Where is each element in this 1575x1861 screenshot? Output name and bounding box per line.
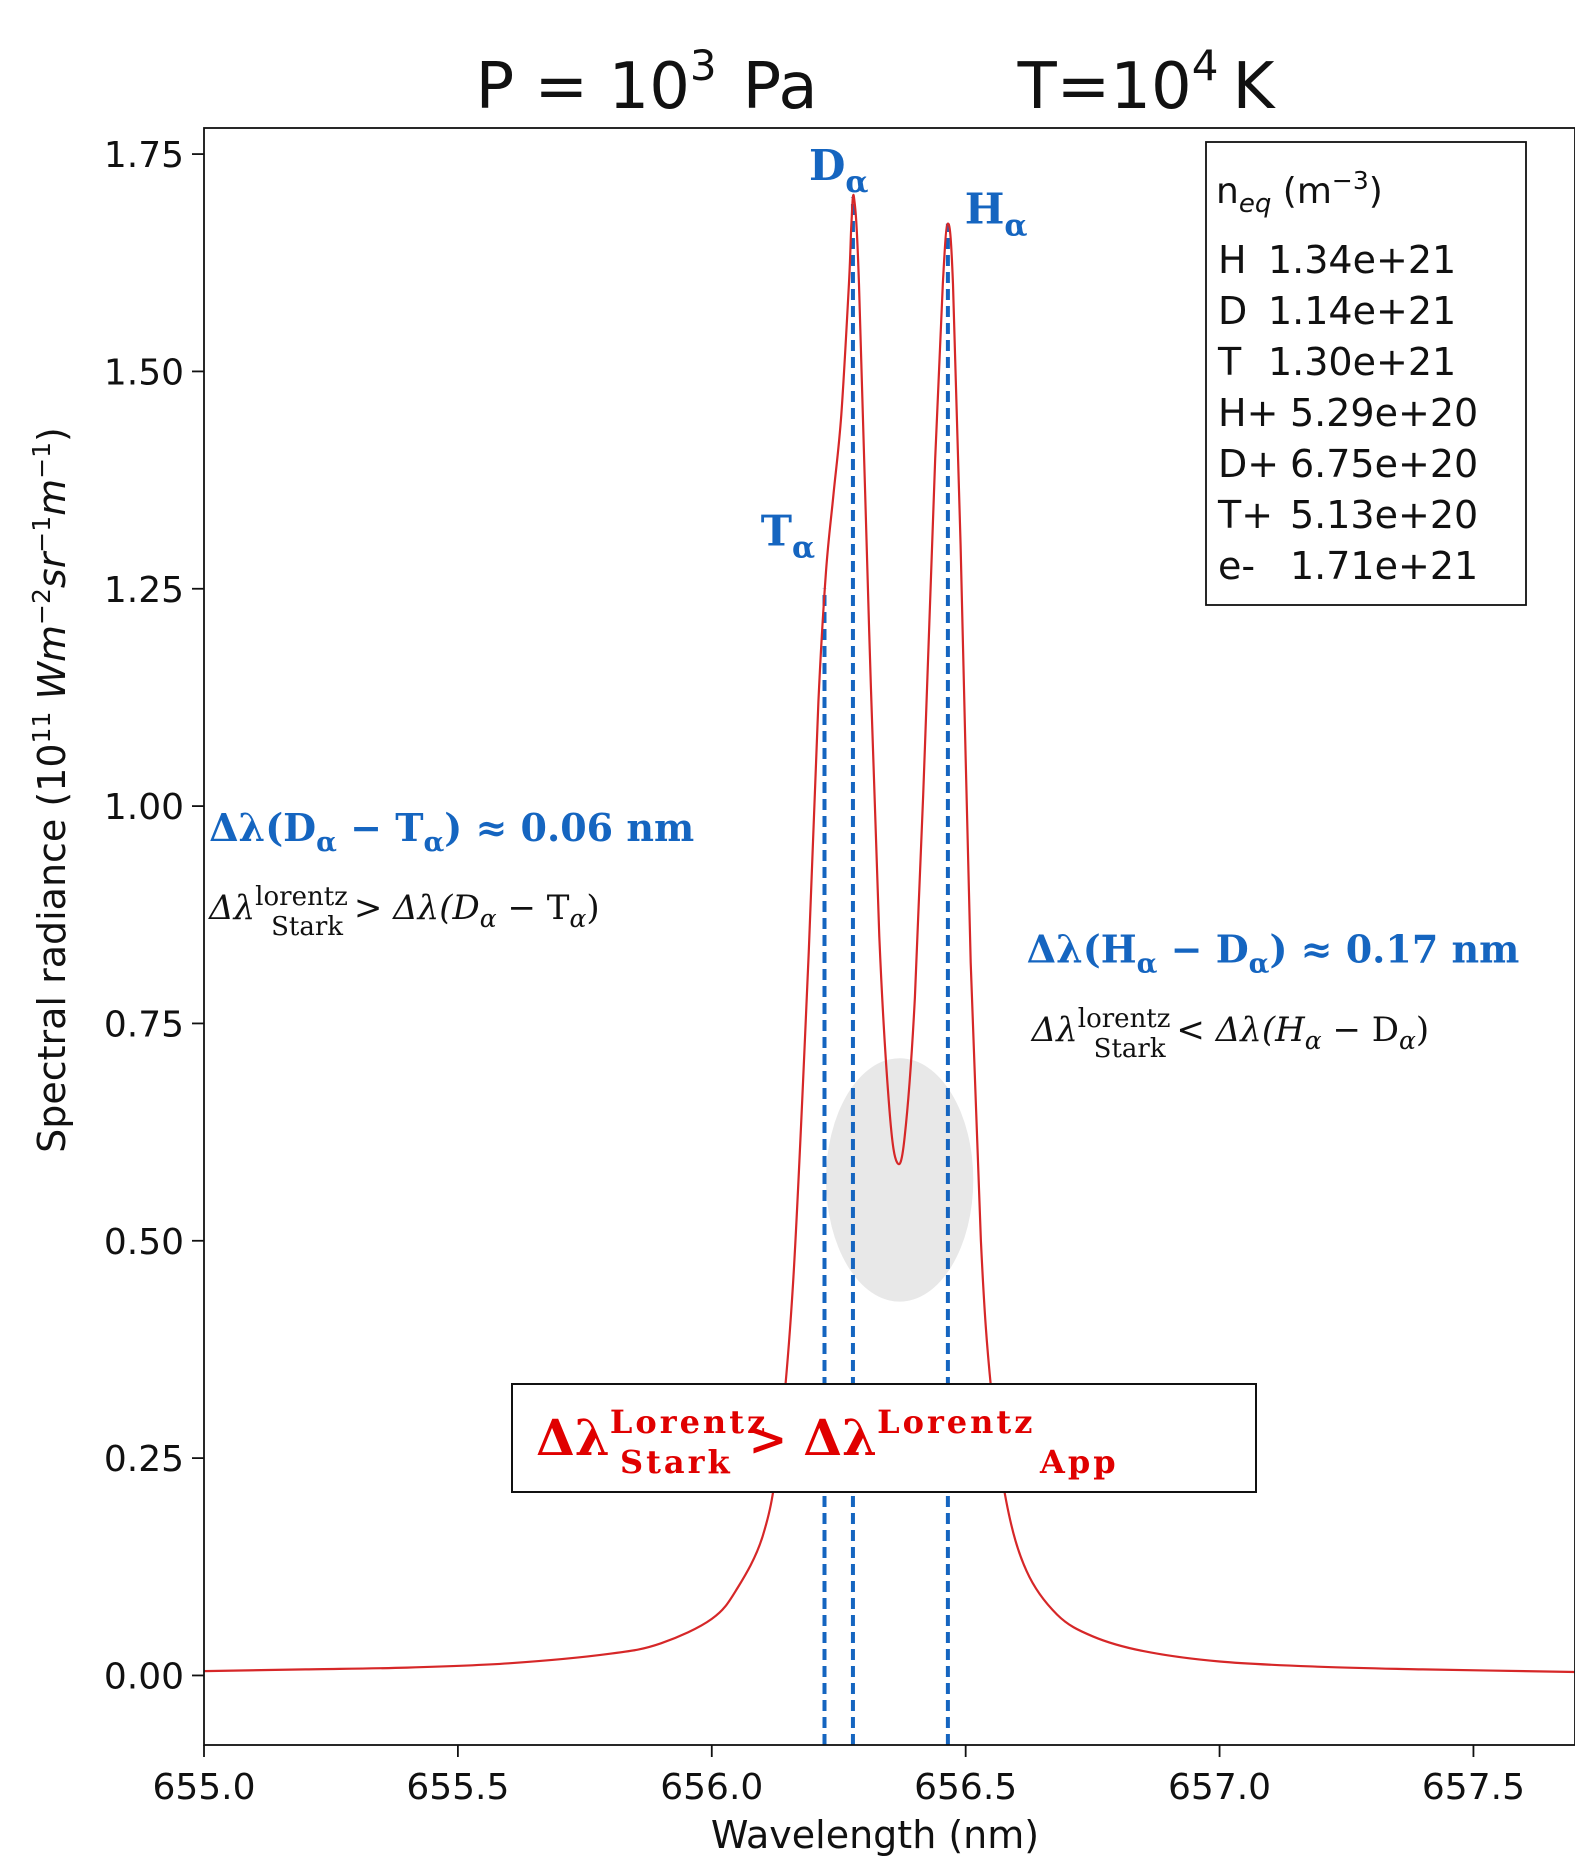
legend-species: e- [1218,544,1255,588]
legend-value: 1.14e+21 [1268,289,1456,333]
y-tick-label: 0.75 [104,1004,184,1045]
x-tick-label: 656.0 [660,1767,763,1808]
y-axis-label: Spectral radiance (1011 Wm−2sr−1m−1) [27,427,74,1153]
dip-highlight-ellipse [826,1058,974,1302]
hd-separation-annotation: Δλ(Hα − Dα) ≈ 0.17 nm [1027,927,1520,980]
legend-value: 1.34e+21 [1268,238,1456,282]
x-tick-label: 657.5 [1422,1767,1525,1808]
legend-species: H [1218,238,1247,282]
legend-value: 1.30e+21 [1268,340,1456,384]
y-axis-ticks: 0.00 0.25 0.50 0.75 1.00 1.25 1.50 1.75 [104,135,204,1697]
legend: neq (m−3) H 1.34e+21 D 1.14e+21 T 1.30e+21 H+ 5… [1205,141,1527,606]
plot-area: 655.0 655.5 656.0 656.5 657.0 657.5 0.000.250… [104,127,1575,1808]
hd-comparison-annotation: Δλlorentz Stark < Δλ(Hα − Dα) [1030,1004,1430,1064]
y-tick-label: 1.00 [104,787,184,828]
dt-separation-annotation: Δλ(Dα − Tα) ≈ 0.06 nm [209,805,694,858]
peak-label-t-alpha: Tα [761,506,815,565]
legend-rows: H 1.34e+21 D 1.14e+21 T 1.30e+21 H+ 5.29e+20D+ 6… [1217,238,1478,588]
peak-label-d-alpha: Dα [809,141,869,200]
legend-value: 5.13e+20 [1290,493,1478,537]
y-tick-label: 1.75 [104,135,184,176]
legend-header: neq (m−3) [1216,166,1383,219]
x-axis-ticks: 655.0 655.5 656.0 656.5 657.0 657.5 [152,1745,1525,1808]
legend-value: 1.71e+21 [1290,544,1478,588]
x-axis-label: Wavelength (nm) [711,1813,1039,1857]
y-tick-label: 1.50 [104,352,184,393]
legend-species: H+ [1218,391,1278,435]
peak-labels: Tα Dα Hα [761,141,1028,565]
legend-species: T [1217,340,1242,384]
peak-label-h-alpha: Hα [965,185,1028,244]
dt-comparison-annotation: Δλlorentz Stark > Δλ(Dα − Tα) [207,882,600,942]
legend-species: T+ [1217,493,1273,537]
x-tick-label: 655.0 [152,1767,255,1808]
comparison-box-frame [511,1383,1257,1493]
axes-frame [203,127,1575,1746]
x-tick-label: 655.5 [406,1767,509,1808]
x-tick-label: 657.0 [1168,1767,1271,1808]
legend-value: 5.29e+20 [1290,391,1478,435]
chart-title: P = 103 Pa T=104 K [476,41,1277,124]
y-tick-label: 0.00 [104,1656,184,1697]
legend-species: D+ [1218,442,1279,486]
y-tick-label: 1.25 [104,570,184,611]
comparison-box-text: ΔλLorentz Stark > ΔλLorentzApp [536,1403,1119,1481]
legend-frame [1205,141,1527,606]
legend-species: D [1218,289,1247,333]
x-tick-label: 656.5 [914,1767,1017,1808]
legend-value: 6.75e+20 [1290,442,1478,486]
broadening-comparison-box: ΔλLorentz Stark > ΔλLorentzApp [511,1383,1257,1493]
y-tick-label: 0.50 [104,1222,184,1263]
y-tick-label: 0.25 [104,1439,184,1480]
annotations: Δλ(Dα − Tα) ≈ 0.06 nm Δλlorentz Stark > Δ… [207,805,1520,1493]
